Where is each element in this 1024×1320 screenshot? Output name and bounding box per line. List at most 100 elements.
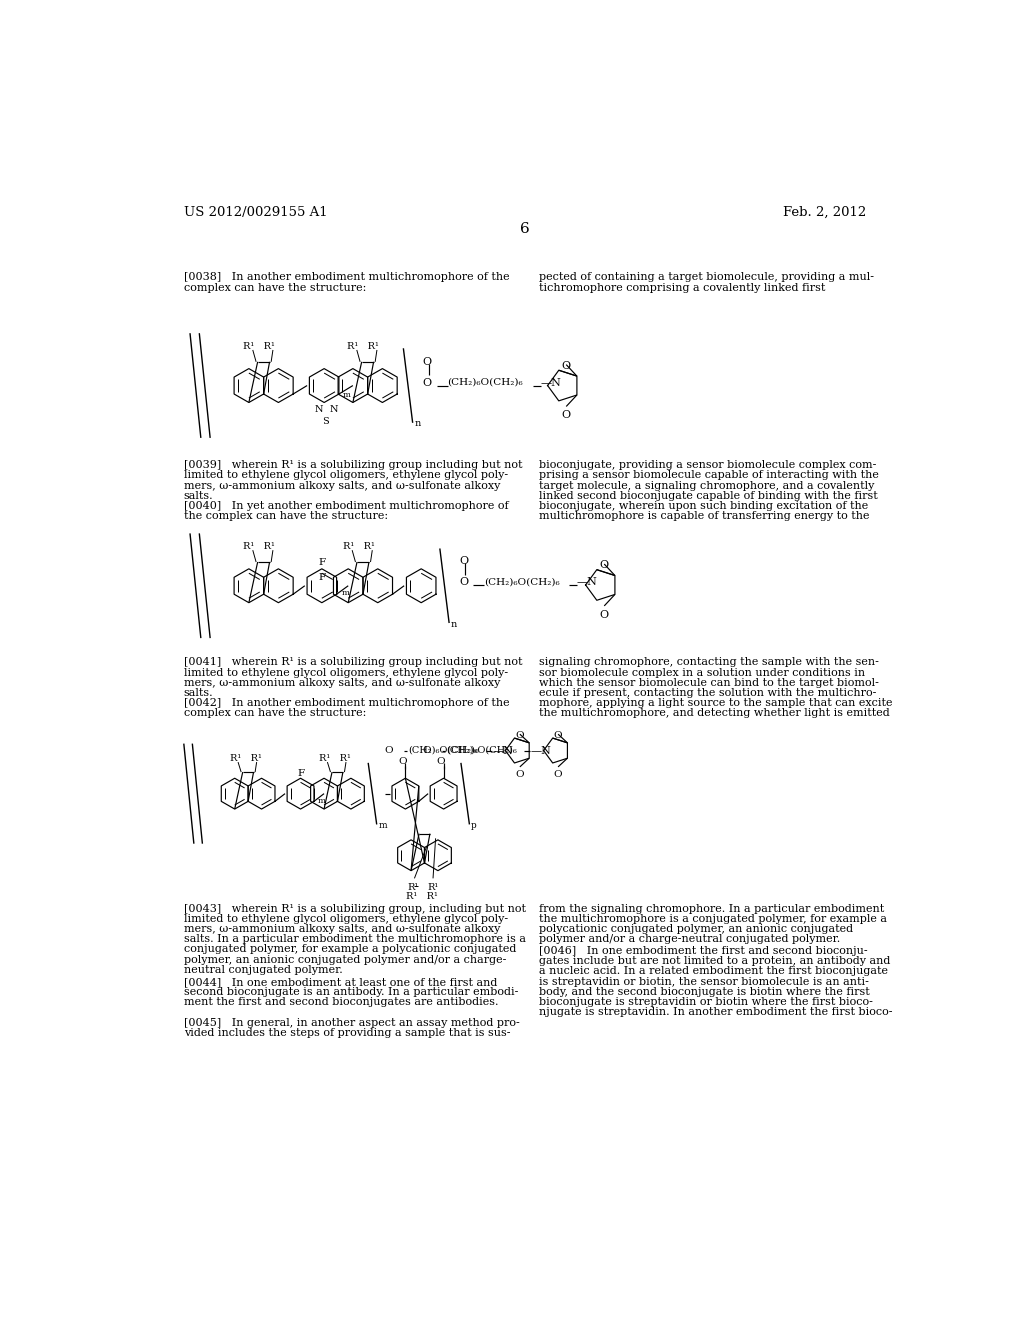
Text: m: m bbox=[317, 797, 326, 805]
Text: [0039]   wherein R¹ is a solubilizing group including but not: [0039] wherein R¹ is a solubilizing grou… bbox=[183, 461, 522, 470]
Text: which the sensor biomolecule can bind to the target biomol-: which the sensor biomolecule can bind to… bbox=[539, 677, 879, 688]
Text: (CH₂)₆O(CH₂)₆: (CH₂)₆O(CH₂)₆ bbox=[409, 746, 479, 755]
Text: F: F bbox=[318, 558, 326, 566]
Text: O: O bbox=[515, 770, 524, 779]
Text: salts.: salts. bbox=[183, 688, 213, 698]
Text: O: O bbox=[600, 610, 609, 620]
Text: bioconjugate is streptavidin or biotin where the first bioco-: bioconjugate is streptavidin or biotin w… bbox=[539, 997, 872, 1007]
Text: body, and the second bioconjugate is biotin where the first: body, and the second bioconjugate is bio… bbox=[539, 987, 869, 997]
Text: limited to ethylene glycol oligomers, ethylene glycol poly-: limited to ethylene glycol oligomers, et… bbox=[183, 668, 508, 677]
Text: sor biomolecule complex in a solution under conditions in: sor biomolecule complex in a solution un… bbox=[539, 668, 865, 677]
Text: —N: —N bbox=[530, 746, 551, 756]
Text: polymer, an anionic conjugated polymer and/or a charge-: polymer, an anionic conjugated polymer a… bbox=[183, 954, 506, 965]
Text: pected of containing a target biomolecule, providing a mul-: pected of containing a target biomolecul… bbox=[539, 272, 873, 282]
Text: O: O bbox=[554, 770, 562, 779]
Text: [0041]   wherein R¹ is a solubilizing group including but not: [0041] wherein R¹ is a solubilizing grou… bbox=[183, 657, 522, 668]
Text: [0043]   wherein R¹ is a solubilizing group, including but not: [0043] wherein R¹ is a solubilizing grou… bbox=[183, 904, 525, 913]
Text: vided includes the steps of providing a sample that is sus-: vided includes the steps of providing a … bbox=[183, 1028, 510, 1038]
Text: R¹: R¹ bbox=[428, 883, 439, 892]
Text: mers, ω-ammonium alkoxy salts, and ω-sulfonate alkoxy: mers, ω-ammonium alkoxy salts, and ω-sul… bbox=[183, 480, 500, 491]
Text: the multichromophore is a conjugated polymer, for example a: the multichromophore is a conjugated pol… bbox=[539, 913, 887, 924]
Text: [0045]   In general, in another aspect an assay method pro-: [0045] In general, in another aspect an … bbox=[183, 1018, 519, 1028]
Text: salts.: salts. bbox=[183, 491, 213, 500]
Text: bioconjugate, wherein upon such binding excitation of the: bioconjugate, wherein upon such binding … bbox=[539, 500, 868, 511]
Text: R¹   R¹: R¹ R¹ bbox=[229, 755, 261, 763]
Text: m: m bbox=[378, 821, 387, 830]
Text: is streptavidin or biotin, the sensor biomolecule is an anti-: is streptavidin or biotin, the sensor bi… bbox=[539, 977, 868, 986]
Text: R¹   R¹: R¹ R¹ bbox=[318, 755, 351, 763]
Text: tichromophore comprising a covalently linked first: tichromophore comprising a covalently li… bbox=[539, 282, 825, 293]
Text: m: m bbox=[343, 391, 351, 399]
Text: [0038]   In another embodiment multichromophore of the: [0038] In another embodiment multichromo… bbox=[183, 272, 509, 282]
Text: R¹   R¹: R¹ R¹ bbox=[406, 892, 438, 902]
Text: limited to ethylene glycol oligomers, ethylene glycol poly-: limited to ethylene glycol oligomers, et… bbox=[183, 913, 508, 924]
Text: O: O bbox=[515, 731, 524, 741]
Text: O: O bbox=[423, 378, 432, 388]
Text: neutral conjugated polymer.: neutral conjugated polymer. bbox=[183, 965, 343, 974]
Text: prising a sensor biomolecule capable of interacting with the: prising a sensor biomolecule capable of … bbox=[539, 470, 879, 480]
Text: O: O bbox=[460, 556, 468, 566]
Text: S: S bbox=[323, 417, 329, 426]
Text: —N: —N bbox=[541, 378, 561, 388]
Text: limited to ethylene glycol oligomers, ethylene glycol poly-: limited to ethylene glycol oligomers, et… bbox=[183, 470, 508, 480]
Text: (CH₂)₆O(CH₂)₆: (CH₂)₆O(CH₂)₆ bbox=[446, 746, 517, 755]
Text: signaling chromophore, contacting the sample with the sen-: signaling chromophore, contacting the sa… bbox=[539, 657, 879, 668]
Text: multichromophore is capable of transferring energy to the: multichromophore is capable of transferr… bbox=[539, 511, 869, 521]
Text: R¹   R¹: R¹ R¹ bbox=[347, 342, 379, 351]
Text: R¹   R¹: R¹ R¹ bbox=[244, 342, 275, 351]
Text: N: N bbox=[329, 405, 338, 414]
Text: target molecule, a signaling chromophore, and a covalently: target molecule, a signaling chromophore… bbox=[539, 480, 874, 491]
Text: polycationic conjugated polymer, an anionic conjugated: polycationic conjugated polymer, an anio… bbox=[539, 924, 853, 935]
Text: m: m bbox=[341, 589, 349, 597]
Text: 6: 6 bbox=[520, 222, 529, 235]
Text: ecule if present, contacting the solution with the multichro-: ecule if present, contacting the solutio… bbox=[539, 688, 877, 698]
Text: [0040]   In yet another embodiment multichromophore of: [0040] In yet another embodiment multich… bbox=[183, 502, 509, 511]
Text: US 2012/0029155 A1: US 2012/0029155 A1 bbox=[183, 206, 328, 219]
Text: complex can have the structure:: complex can have the structure: bbox=[183, 282, 367, 293]
Text: —N: —N bbox=[577, 577, 598, 587]
Text: ment the first and second bioconjugates are antibodies.: ment the first and second bioconjugates … bbox=[183, 997, 499, 1007]
Text: —N: —N bbox=[493, 746, 513, 756]
Text: (CH₂)₆O(CH₂)₆: (CH₂)₆O(CH₂)₆ bbox=[484, 577, 560, 586]
Text: O: O bbox=[423, 356, 432, 367]
Text: F: F bbox=[318, 573, 326, 582]
Text: F: F bbox=[297, 770, 304, 777]
Text: N: N bbox=[314, 405, 323, 414]
Text: [0042]   In another embodiment multichromophore of the: [0042] In another embodiment multichromo… bbox=[183, 698, 509, 708]
Text: second bioconjugate is an antibody. In a particular embodi-: second bioconjugate is an antibody. In a… bbox=[183, 987, 518, 997]
Text: O: O bbox=[600, 560, 609, 570]
Text: linked second bioconjugate capable of binding with the first: linked second bioconjugate capable of bi… bbox=[539, 491, 878, 500]
Text: p: p bbox=[471, 821, 477, 830]
Text: R¹   R¹: R¹ R¹ bbox=[244, 541, 275, 550]
Text: O: O bbox=[554, 731, 562, 741]
Text: O: O bbox=[384, 746, 393, 755]
Text: a nucleic acid. In a related embodiment the first bioconjugate: a nucleic acid. In a related embodiment … bbox=[539, 966, 888, 977]
Text: [0044]   In one embodiment at least one of the first and: [0044] In one embodiment at least one of… bbox=[183, 977, 498, 987]
Text: conjugated polymer, for example a polycationic conjugated: conjugated polymer, for example a polyca… bbox=[183, 944, 516, 954]
Text: O: O bbox=[436, 756, 444, 766]
Text: polymer and/or a charge-neutral conjugated polymer.: polymer and/or a charge-neutral conjugat… bbox=[539, 935, 840, 944]
Text: (CH₂)₆O(CH₂)₆: (CH₂)₆O(CH₂)₆ bbox=[447, 378, 523, 387]
Text: complex can have the structure:: complex can have the structure: bbox=[183, 709, 367, 718]
Text: O: O bbox=[561, 411, 570, 421]
Text: O: O bbox=[398, 756, 407, 766]
Text: salts. In a particular embodiment the multichromophore is a: salts. In a particular embodiment the mu… bbox=[183, 935, 525, 944]
Text: O: O bbox=[460, 577, 468, 586]
Text: mophore, applying a light source to the sample that can excite: mophore, applying a light source to the … bbox=[539, 698, 892, 708]
Text: the multichromophore, and detecting whether light is emitted: the multichromophore, and detecting whet… bbox=[539, 708, 890, 718]
Text: bioconjugate, providing a sensor biomolecule complex com-: bioconjugate, providing a sensor biomole… bbox=[539, 461, 877, 470]
Text: R¹: R¹ bbox=[408, 883, 419, 892]
Text: mers, ω-ammonium alkoxy salts, and ω-sulfonate alkoxy: mers, ω-ammonium alkoxy salts, and ω-sul… bbox=[183, 924, 500, 935]
Text: mers, ω-ammonium alkoxy salts, and ω-sulfonate alkoxy: mers, ω-ammonium alkoxy salts, and ω-sul… bbox=[183, 677, 500, 688]
Text: the complex can have the structure:: the complex can have the structure: bbox=[183, 511, 388, 521]
Text: n: n bbox=[415, 420, 421, 429]
Text: Feb. 2, 2012: Feb. 2, 2012 bbox=[782, 206, 866, 219]
Text: from the signaling chromophore. In a particular embodiment: from the signaling chromophore. In a par… bbox=[539, 904, 884, 913]
Text: n: n bbox=[451, 619, 457, 628]
Text: O: O bbox=[423, 746, 431, 755]
Text: gates include but are not limited to a protein, an antibody and: gates include but are not limited to a p… bbox=[539, 956, 890, 966]
Text: O: O bbox=[561, 360, 570, 371]
Text: [0046]   In one embodiment the first and second bioconju-: [0046] In one embodiment the first and s… bbox=[539, 946, 867, 956]
Text: njugate is streptavidin. In another embodiment the first bioco-: njugate is streptavidin. In another embo… bbox=[539, 1007, 892, 1018]
Text: R¹   R¹: R¹ R¹ bbox=[343, 541, 375, 550]
